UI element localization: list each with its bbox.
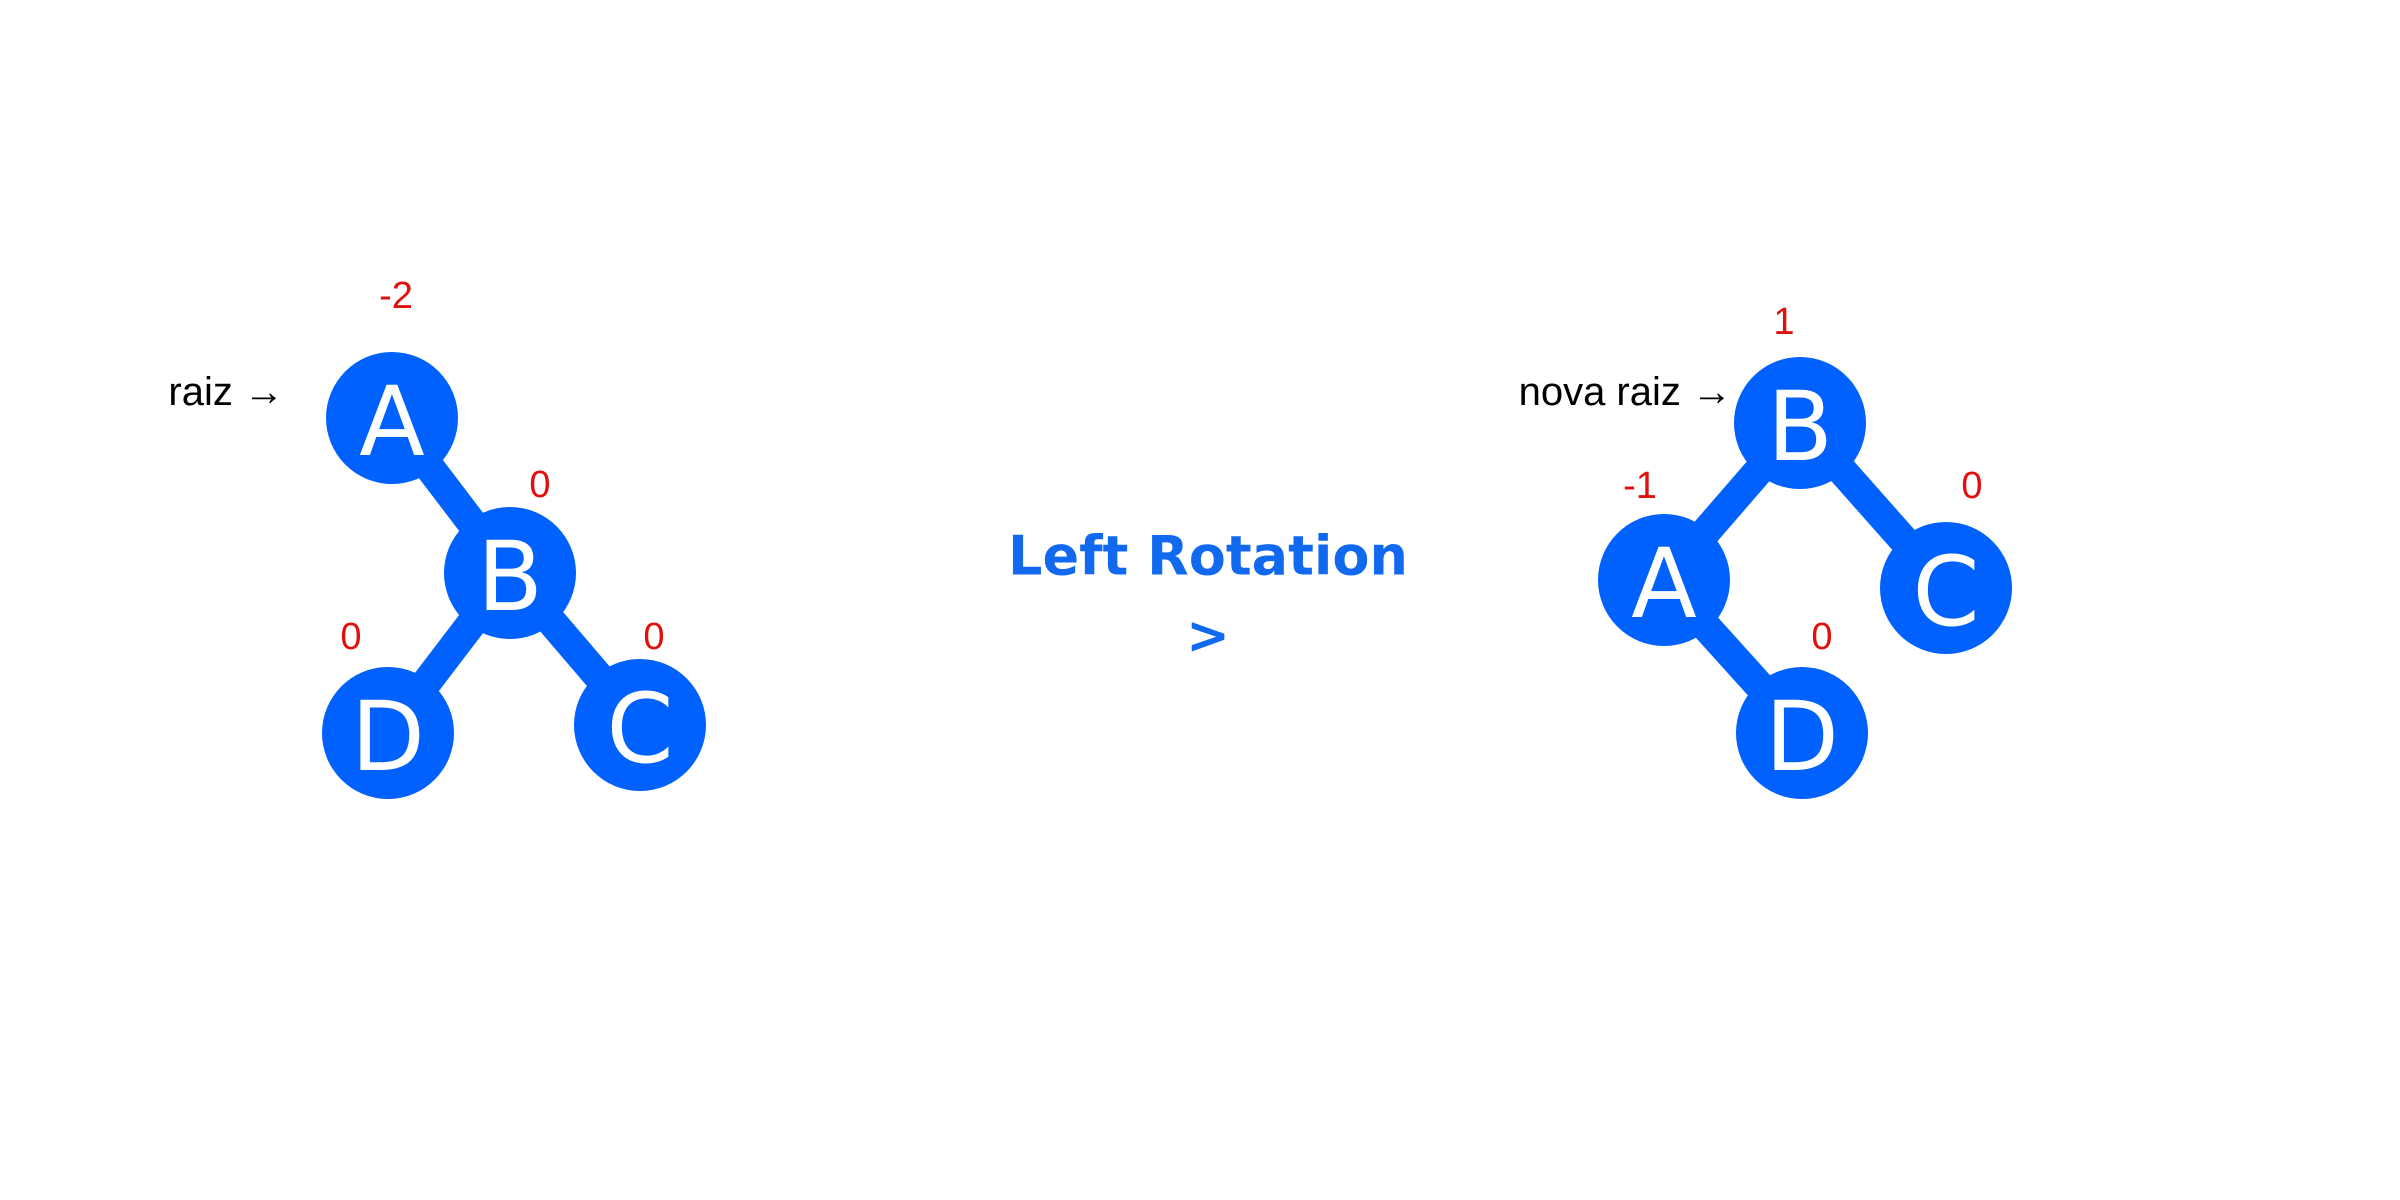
after-node-b-label: B bbox=[1767, 371, 1833, 483]
after-node-b: B bbox=[1734, 357, 1866, 489]
after-root-pointer: nova raiz → bbox=[1519, 370, 1732, 414]
before-node-c-label: C bbox=[606, 673, 673, 785]
before-node-a-circle bbox=[326, 352, 458, 484]
after-node-d-circle bbox=[1736, 667, 1868, 799]
after-balance-d: 0 bbox=[1811, 616, 1832, 658]
before-node-c: C bbox=[574, 659, 706, 791]
before-node-c-circle bbox=[574, 659, 706, 791]
before-node-a-label: A bbox=[359, 366, 425, 478]
before-node-d-circle bbox=[322, 667, 454, 799]
before-root-pointer: raiz → bbox=[168, 370, 284, 414]
after-balance-b: 1 bbox=[1773, 301, 1794, 343]
before-balance-c: 0 bbox=[643, 616, 664, 658]
after-node-c-circle bbox=[1880, 522, 2012, 654]
operation-title: Left Rotation bbox=[1008, 525, 1408, 588]
after-node-c: C bbox=[1880, 522, 2012, 654]
before-node-b-label: B bbox=[477, 521, 543, 633]
before-balance-a: -2 bbox=[379, 275, 413, 317]
after-tree: B A C D 1 -1 0 0 nova raiz → bbox=[1519, 301, 2012, 799]
after-node-d-label: D bbox=[1765, 681, 1839, 793]
after-node-d: D bbox=[1736, 667, 1868, 799]
before-node-d-label: D bbox=[351, 681, 425, 793]
after-node-a: A bbox=[1598, 514, 1730, 646]
before-balance-d: 0 bbox=[340, 616, 361, 658]
before-node-b: B bbox=[444, 507, 576, 639]
operation-arrow: > bbox=[1186, 606, 1230, 666]
before-tree: A B D C -2 0 0 0 raiz → bbox=[168, 275, 706, 799]
after-node-c-label: C bbox=[1912, 536, 1979, 648]
after-balance-c: 0 bbox=[1961, 465, 1982, 507]
after-node-a-circle bbox=[1598, 514, 1730, 646]
after-balance-a: -1 bbox=[1623, 465, 1657, 507]
rotation-operation: Left Rotation > bbox=[1008, 525, 1408, 667]
before-node-b-circle bbox=[444, 507, 576, 639]
after-node-a-label: A bbox=[1631, 528, 1697, 640]
before-balance-b: 0 bbox=[529, 464, 550, 506]
after-node-b-circle bbox=[1734, 357, 1866, 489]
before-node-a: A bbox=[326, 352, 458, 484]
before-node-d: D bbox=[322, 667, 454, 799]
